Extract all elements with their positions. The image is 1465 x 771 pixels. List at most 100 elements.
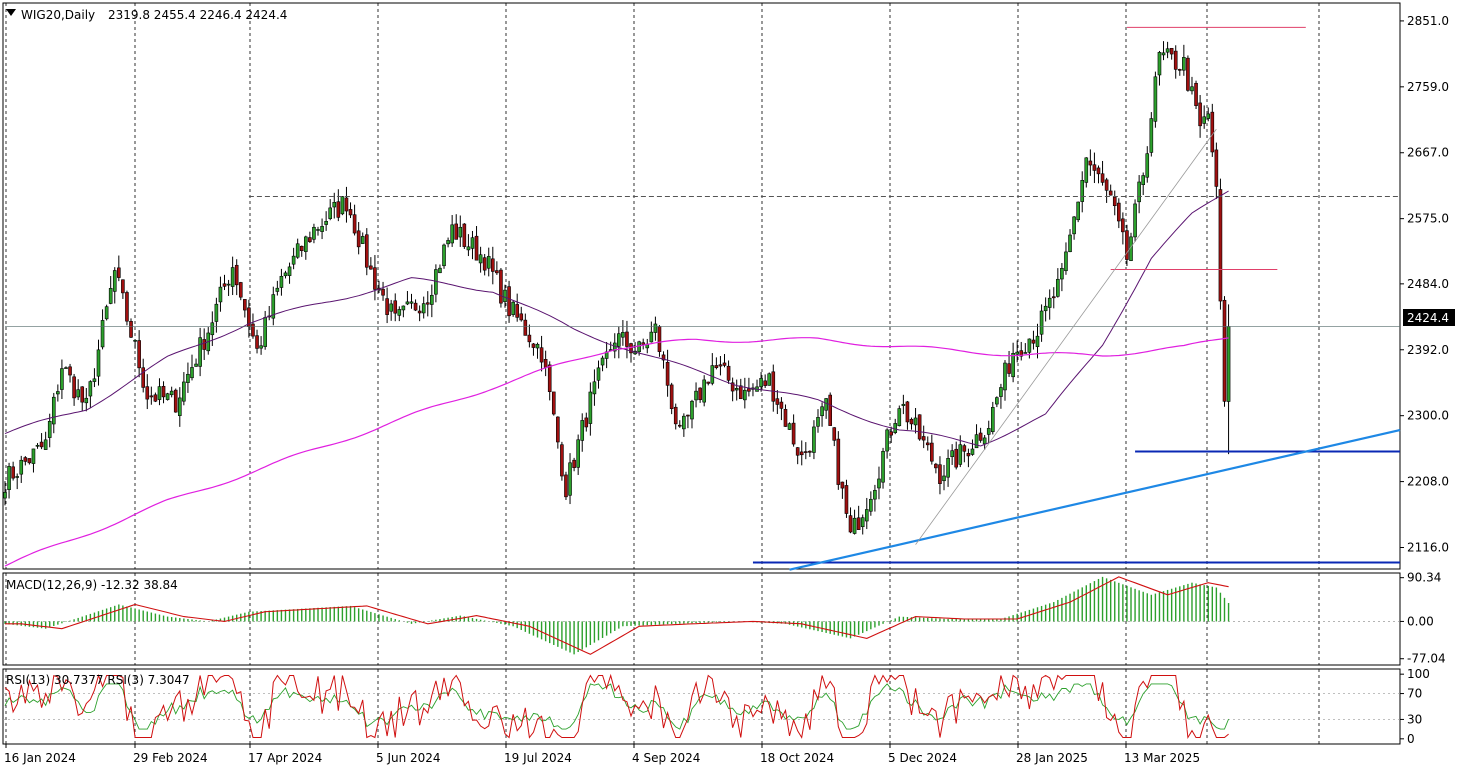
candle-body[interactable] [194, 363, 198, 367]
macd-panel[interactable] [3, 576, 1400, 655]
candle-body[interactable] [234, 264, 239, 286]
candle-body[interactable] [1190, 86, 1194, 92]
rsi-panel[interactable] [3, 673, 1400, 740]
candle-body[interactable] [946, 458, 950, 478]
candle-body[interactable] [592, 381, 597, 395]
candle-body[interactable] [47, 421, 52, 438]
candle-body[interactable] [51, 396, 56, 425]
candle-body[interactable] [218, 286, 223, 303]
candle-body[interactable] [381, 288, 385, 296]
candle-body[interactable] [1076, 201, 1080, 221]
candle-body[interactable] [308, 237, 312, 243]
candle-body[interactable] [186, 373, 190, 383]
candle-body[interactable] [1072, 216, 1076, 235]
candle-body[interactable] [169, 390, 174, 396]
candle-body[interactable] [962, 445, 967, 452]
candle-body[interactable] [982, 437, 987, 445]
candle-body[interactable] [1031, 339, 1036, 344]
candle-body[interactable] [531, 343, 536, 348]
candle-body[interactable] [1035, 335, 1040, 348]
candle-body[interactable] [637, 341, 641, 353]
candle-body[interactable] [747, 388, 751, 392]
candle-body[interactable] [263, 317, 267, 347]
candle-body[interactable] [466, 246, 471, 251]
candle-body[interactable] [824, 398, 828, 411]
candle-body[interactable] [198, 337, 202, 367]
candle-body[interactable] [1051, 296, 1056, 299]
candle-body[interactable] [421, 303, 426, 314]
candle-body[interactable] [702, 379, 706, 403]
candle-body[interactable] [121, 279, 125, 294]
candle-body[interactable] [385, 298, 389, 315]
candle-body[interactable] [1169, 47, 1174, 55]
candle-body[interactable] [954, 448, 959, 468]
candle-body[interactable] [182, 381, 186, 402]
candle-body[interactable] [869, 498, 873, 512]
candle-body[interactable] [686, 414, 690, 417]
candle-body[interactable] [860, 517, 865, 528]
price-panel[interactable] [3, 26, 1401, 571]
candle-body[interactable] [779, 401, 784, 409]
candle-body[interactable] [511, 301, 515, 315]
candle-body[interactable] [564, 474, 568, 498]
candle-body[interactable] [832, 427, 837, 441]
candle-body[interactable] [775, 398, 780, 405]
candle-body[interactable] [100, 320, 105, 348]
candle-body[interactable] [96, 349, 101, 377]
candle-body[interactable] [1019, 350, 1024, 357]
candle-body[interactable] [934, 463, 938, 469]
candle-body[interactable] [1222, 299, 1227, 402]
candle-body[interactable] [621, 332, 625, 338]
candle-body[interactable] [743, 389, 747, 401]
candle-body[interactable] [1173, 50, 1178, 70]
candle-body[interactable] [1218, 189, 1223, 302]
candle-body[interactable] [665, 361, 670, 386]
candle-body[interactable] [995, 397, 999, 405]
candle-body[interactable] [458, 226, 463, 238]
candle-body[interactable] [214, 303, 219, 322]
candle-body[interactable] [669, 384, 674, 409]
candle-body[interactable] [722, 362, 727, 366]
candle-body[interactable] [1047, 297, 1052, 308]
candle-body[interactable] [600, 357, 605, 366]
candle-body[interactable] [925, 442, 930, 446]
candle-body[interactable] [787, 423, 792, 430]
candle-body[interactable] [905, 401, 910, 423]
candle-body[interactable] [210, 322, 215, 336]
candle-body[interactable] [738, 385, 743, 400]
candle-body[interactable] [791, 422, 796, 445]
candle-body[interactable] [1214, 149, 1219, 187]
candle-body[interactable] [320, 226, 324, 232]
candle-body[interactable] [816, 417, 820, 427]
candle-body[interactable] [454, 223, 459, 240]
candle-body[interactable] [417, 310, 422, 314]
candle-body[interactable] [543, 359, 548, 368]
candle-body[interactable] [1100, 173, 1105, 183]
candle-body[interactable] [710, 365, 715, 384]
candle-body[interactable] [726, 365, 731, 381]
candle-body[interactable] [295, 243, 300, 258]
candle-body[interactable] [129, 321, 133, 338]
trendline[interactable] [789, 428, 1401, 571]
candle-body[interactable] [413, 302, 418, 311]
candle-body[interactable] [1060, 267, 1064, 280]
candle-body[interactable] [804, 451, 808, 453]
candle-body[interactable] [1056, 278, 1060, 297]
candle-body[interactable] [324, 220, 328, 225]
candle-body[interactable] [173, 389, 178, 413]
candle-body[interactable] [958, 444, 963, 465]
candle-body[interactable] [462, 223, 467, 247]
candle-body[interactable] [885, 429, 889, 452]
candle-body[interactable] [580, 420, 585, 441]
candle-body[interactable] [340, 196, 345, 215]
candle-body[interactable] [393, 300, 398, 314]
candle-body[interactable] [812, 426, 816, 453]
candle-body[interactable] [1182, 57, 1186, 71]
candle-body[interactable] [698, 387, 702, 401]
candle-body[interactable] [7, 466, 11, 490]
candle-body[interactable] [1088, 160, 1093, 166]
candle-body[interactable] [438, 267, 442, 274]
candle-body[interactable] [974, 434, 979, 449]
candle-body[interactable] [572, 459, 576, 468]
candle-body[interactable] [165, 393, 170, 400]
